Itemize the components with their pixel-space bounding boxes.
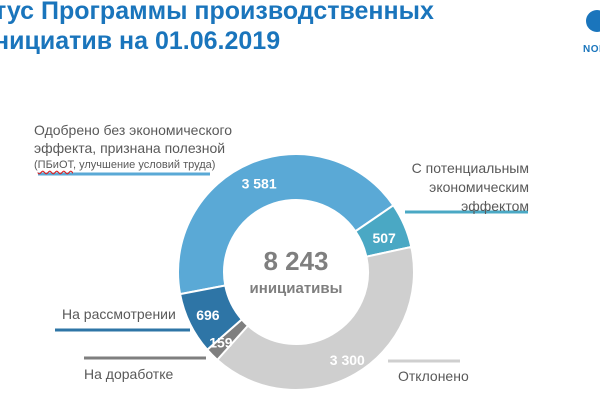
callout-review: На рассмотрении xyxy=(62,306,176,322)
page-title-line-2: нициатив на 01.06.2019 xyxy=(0,27,281,55)
segment-review-value-label: 696 xyxy=(196,307,220,323)
callout-potential: С потенциальным экономическим эффектом xyxy=(404,160,529,215)
segment-rework-value-label: 159 xyxy=(209,334,233,350)
callout-approved-abbrev: ПБиОТ xyxy=(37,159,73,171)
segment-review xyxy=(178,284,244,352)
donut-segments xyxy=(177,153,415,391)
company-logo-icon xyxy=(586,10,600,32)
callout-rejected: Отклонено xyxy=(398,368,469,384)
callout-potential-line-2: экономическим xyxy=(429,179,529,195)
callout-potential-line-3: эффектом xyxy=(461,198,529,214)
segment-rejected-value-label: 3 300 xyxy=(330,352,365,368)
callout-approved-line-1: Одобрено без экономического xyxy=(34,122,233,138)
callout-approved-line-3-rest: , улучшение условий труда) xyxy=(73,159,216,171)
segment-approved xyxy=(177,153,395,296)
donut-segment-labels: 3 581 507 3 300 159 696 xyxy=(196,175,396,368)
company-logo-text: NOR xyxy=(583,44,600,55)
segment-approved-value-label: 3 581 xyxy=(242,175,277,191)
callout-approved: Одобрено без экономического эффекта, при… xyxy=(34,122,264,174)
callout-potential-line-1: С потенциальным xyxy=(411,160,529,176)
page-title-line-1: тус Программы производственных xyxy=(0,0,434,25)
center-total-label: инициативы xyxy=(250,280,343,297)
segment-rejected xyxy=(215,245,415,391)
page-title: тус Программы производственных нициатив … xyxy=(0,0,554,56)
segment-potential-value-label: 507 xyxy=(372,230,396,246)
callout-approved-line-3: (ПБиОТ, улучшение условий труда) xyxy=(34,159,216,171)
callout-rework: На доработке xyxy=(84,366,174,382)
callout-approved-line-2: эффекта, признана полезной xyxy=(34,140,226,156)
center-total-value: 8 243 xyxy=(263,246,328,276)
